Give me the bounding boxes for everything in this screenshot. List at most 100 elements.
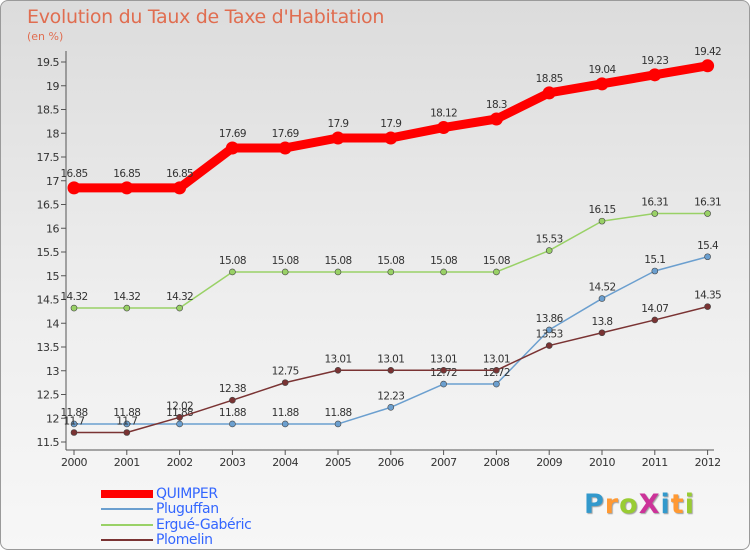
data-label: 15.08 [272, 255, 299, 267]
data-point [648, 68, 662, 82]
data-point [489, 112, 503, 126]
data-point [651, 267, 659, 275]
data-point [225, 141, 239, 155]
data-label: 16.85 [60, 168, 87, 180]
data-label: 16.31 [694, 197, 721, 209]
y-tick-label: 15 [46, 270, 59, 283]
legend-label: Plomelin [156, 532, 213, 549]
proxiti-logo: ProXiti [584, 489, 695, 520]
data-point [281, 420, 289, 428]
y-tick-label: 12.5 [37, 389, 60, 402]
data-label: 15.53 [536, 234, 563, 246]
y-tick-label: 18 [46, 127, 59, 140]
x-tick-label: 2012 [695, 456, 721, 469]
data-label: 12.38 [219, 383, 246, 395]
data-label: 14.07 [641, 303, 668, 315]
data-point [334, 366, 342, 374]
data-label: 19.42 [694, 46, 721, 58]
x-tick-label: 2000 [61, 456, 87, 469]
data-point [70, 429, 78, 436]
data-point [542, 86, 556, 100]
data-label: 11.88 [166, 407, 193, 419]
y-tick-label: 17.5 [37, 151, 60, 164]
chart-title: Evolution du Taux de Taxe d'Habitation [27, 6, 385, 28]
data-label: 15.08 [219, 255, 246, 267]
data-label: 15.08 [430, 255, 457, 267]
y-tick-label: 12 [46, 412, 59, 425]
data-point [176, 304, 183, 312]
data-label: 11.88 [219, 407, 246, 419]
data-point [704, 253, 711, 261]
x-tick-label: 2009 [536, 456, 562, 469]
data-point [545, 247, 553, 254]
data-point [334, 268, 342, 276]
data-label: 12.75 [272, 366, 299, 378]
data-point [229, 268, 236, 276]
data-point [387, 366, 395, 374]
legend-item: QUIMPER [101, 486, 251, 502]
data-point [440, 268, 447, 276]
y-tick-label: 11.5 [37, 436, 60, 449]
data-label: 19.23 [641, 55, 668, 67]
data-point [229, 396, 236, 404]
data-point [229, 420, 236, 428]
data-label: 13.01 [324, 353, 351, 365]
data-point [493, 366, 500, 374]
y-tick-label: 18.5 [37, 104, 60, 117]
legend-label: QUIMPER [156, 485, 218, 502]
y-tick-label: 13 [46, 365, 59, 378]
x-tick-label: 2003 [219, 456, 245, 469]
data-point [595, 77, 609, 91]
data-point [334, 420, 342, 428]
data-label: 14.32 [113, 291, 140, 303]
x-tick-label: 2008 [483, 456, 509, 469]
data-label: 15.08 [483, 255, 510, 267]
data-label: 15.1 [644, 254, 665, 266]
data-label: 13.8 [592, 316, 613, 328]
data-point [384, 131, 398, 145]
data-label: 16.31 [641, 197, 668, 209]
data-point [123, 420, 131, 428]
data-label: 18.3 [486, 99, 507, 111]
data-label: 13.86 [536, 313, 564, 325]
series-pluguffan: 11.8811.8811.8811.8811.8811.8812.2312.72… [60, 240, 720, 428]
y-tick-label: 15.5 [37, 246, 60, 259]
x-tick-label: 2004 [272, 456, 298, 469]
x-tick-label: 2010 [589, 456, 615, 469]
legend: QUIMPER Pluguffan Ergué-Gabéric Plomelin [101, 486, 252, 549]
data-point [437, 121, 451, 135]
data-label: 11.7 [64, 416, 85, 428]
data-label: 13.01 [377, 353, 404, 365]
data-point [651, 210, 659, 217]
y-tick-label: 14.5 [37, 294, 60, 307]
data-label: 17.69 [272, 128, 299, 140]
x-tick-label: 2007 [431, 456, 457, 469]
data-point [278, 141, 292, 155]
data-label: 11.88 [324, 407, 351, 419]
data-point [67, 181, 81, 195]
data-label: 16.85 [113, 168, 140, 180]
data-point [387, 404, 395, 411]
data-point [545, 326, 553, 334]
data-point [176, 413, 183, 421]
data-point [176, 420, 183, 428]
data-label: 17.69 [219, 128, 246, 140]
data-point [440, 380, 447, 388]
data-point [281, 268, 289, 276]
data-label: 11.88 [272, 407, 299, 419]
data-label: 15.08 [377, 255, 404, 267]
data-label: 12.02 [166, 400, 193, 412]
data-label: 17.9 [380, 118, 401, 130]
y-tick-label: 19.5 [37, 56, 60, 69]
data-point [281, 379, 289, 386]
data-point [123, 429, 131, 436]
data-point [545, 342, 553, 349]
series-ergu-gab-ric: 14.32 14.32 14.32 15.08 15.08 15.08 15.08 15.08… [60, 197, 722, 312]
series-plomelin: 11.7 11.7 12.02 12.38 12.75 13.01 13.01 13.01 13… [64, 290, 722, 436]
legend-swatch [101, 539, 153, 542]
data-label: 16.85 [166, 168, 193, 180]
data-point [651, 316, 659, 324]
data-label: 12.23 [377, 390, 404, 402]
data-point [123, 304, 131, 312]
x-tick-label: 2002 [167, 456, 193, 469]
